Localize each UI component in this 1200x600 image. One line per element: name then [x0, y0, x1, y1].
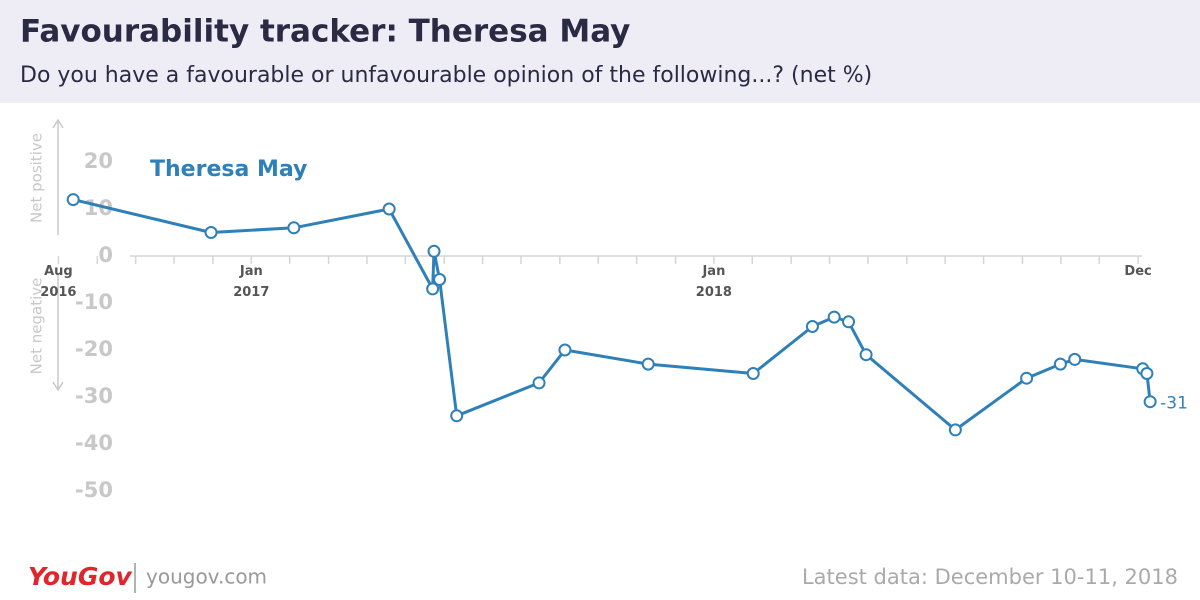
arrow-up-head	[52, 118, 64, 129]
series-line	[72, 198, 1152, 432]
data-point	[558, 343, 572, 357]
data-point	[1140, 367, 1154, 380]
chart-subtitle: Do you have a favourable or unfavourable…	[20, 63, 872, 88]
footer-note: Latest data: December 10-11, 2018	[802, 565, 1178, 589]
data-point	[805, 320, 819, 333]
y-tick-label: -30	[75, 384, 113, 408]
data-point	[532, 376, 546, 390]
data-point	[1020, 371, 1034, 385]
y-tick-label: 20	[84, 149, 113, 173]
data-point	[1068, 352, 1082, 366]
x-tick-label: Dec	[1124, 264, 1152, 279]
data-point	[66, 193, 80, 207]
data-point	[204, 226, 218, 239]
data-label: -31	[1160, 394, 1188, 414]
data-point	[842, 315, 856, 329]
data-point	[859, 348, 873, 362]
data-point	[948, 423, 962, 437]
header-band	[0, 0, 1200, 103]
y-tick-label: -20	[75, 337, 113, 361]
chart-title: Favourability tracker: Theresa May	[20, 14, 630, 50]
data-point	[426, 282, 440, 296]
data-point	[382, 202, 396, 216]
data-point	[827, 310, 841, 324]
data-point	[433, 273, 447, 286]
data-point	[1053, 357, 1067, 371]
x-tick-label: Jan 2018	[695, 264, 732, 300]
x-tick-label: Jan 2017	[233, 264, 270, 300]
y-tick-label: 0	[98, 243, 113, 267]
y-tick-label: -50	[75, 478, 113, 502]
arrow-down-head	[52, 381, 64, 392]
data-point	[427, 244, 441, 258]
x-tick-label: Aug 2016	[40, 264, 77, 300]
data-point	[287, 221, 301, 235]
y-annotation: Net positive	[28, 133, 46, 223]
footer-url: yougov.com	[146, 565, 267, 589]
data-point	[1143, 395, 1157, 409]
y-tick-label: -10	[75, 290, 113, 314]
brand-logo: YouGov	[28, 562, 133, 591]
data-point	[746, 367, 760, 380]
data-point	[641, 357, 655, 371]
y-tick-label: -40	[75, 431, 113, 455]
y-annotation: Net negative	[28, 278, 46, 375]
data-point	[450, 409, 464, 423]
legend-label: Theresa May	[150, 157, 307, 182]
